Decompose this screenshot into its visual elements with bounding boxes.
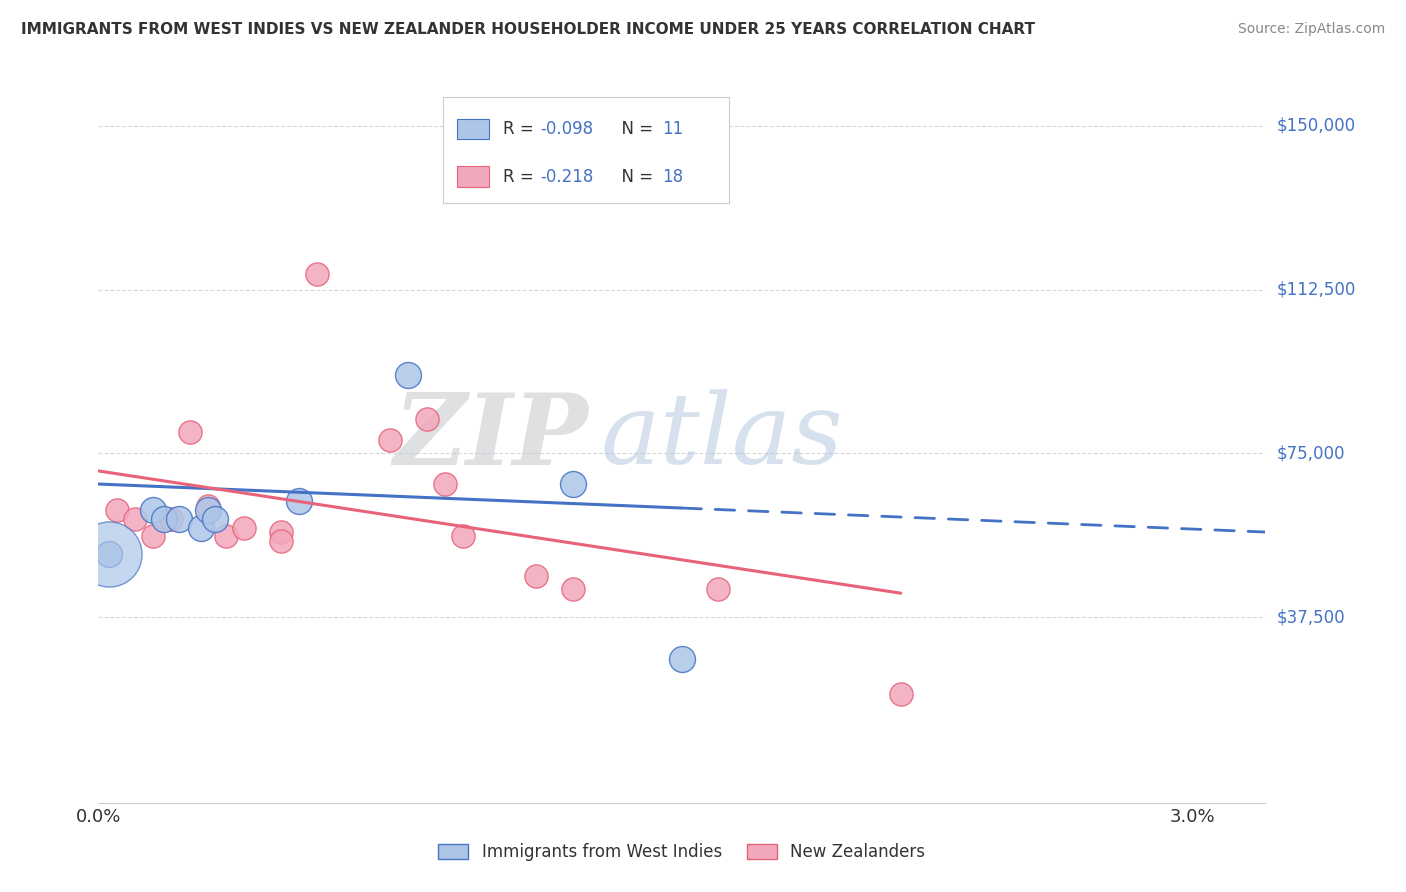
FancyBboxPatch shape <box>457 119 489 139</box>
Point <box>105 503 128 517</box>
Point <box>98 547 121 561</box>
Point <box>415 411 437 425</box>
Text: 18: 18 <box>662 168 683 186</box>
Point <box>197 499 219 513</box>
FancyBboxPatch shape <box>443 97 728 203</box>
Point <box>890 687 912 701</box>
Point <box>451 529 474 543</box>
Point <box>179 425 201 439</box>
Text: -0.218: -0.218 <box>541 168 595 186</box>
Text: Source: ZipAtlas.com: Source: ZipAtlas.com <box>1237 22 1385 37</box>
Point <box>190 521 212 535</box>
Text: $75,000: $75,000 <box>1277 444 1346 462</box>
Point <box>288 494 311 508</box>
Text: ZIP: ZIP <box>394 389 589 485</box>
Text: $150,000: $150,000 <box>1277 117 1357 135</box>
Text: $112,500: $112,500 <box>1277 281 1357 299</box>
Text: $37,500: $37,500 <box>1277 608 1346 626</box>
Text: IMMIGRANTS FROM WEST INDIES VS NEW ZEALANDER HOUSEHOLDER INCOME UNDER 25 YEARS C: IMMIGRANTS FROM WEST INDIES VS NEW ZEALA… <box>21 22 1035 37</box>
Point <box>433 477 456 491</box>
Point <box>671 651 693 665</box>
Point <box>142 503 165 517</box>
Text: -0.098: -0.098 <box>541 120 593 137</box>
Text: R =: R = <box>503 168 540 186</box>
Point <box>270 533 292 548</box>
Point <box>98 547 121 561</box>
Text: N =: N = <box>610 120 658 137</box>
Point <box>124 512 146 526</box>
Point <box>153 512 176 526</box>
Legend: Immigrants from West Indies, New Zealanders: Immigrants from West Indies, New Zealand… <box>432 837 932 868</box>
Point <box>270 524 292 539</box>
Text: R =: R = <box>503 120 540 137</box>
Text: atlas: atlas <box>600 390 844 484</box>
Point <box>561 582 583 596</box>
Point <box>307 268 329 282</box>
Point <box>524 568 547 582</box>
FancyBboxPatch shape <box>457 166 489 186</box>
Point <box>167 512 190 526</box>
Point <box>142 529 165 543</box>
Point <box>396 368 419 382</box>
Point <box>204 512 226 526</box>
Point <box>380 434 402 448</box>
Point <box>197 503 219 517</box>
Text: N =: N = <box>610 168 658 186</box>
Point <box>233 521 256 535</box>
Point <box>160 512 183 526</box>
Point <box>561 477 583 491</box>
Point <box>215 529 238 543</box>
Text: 11: 11 <box>662 120 683 137</box>
Point <box>707 582 730 596</box>
